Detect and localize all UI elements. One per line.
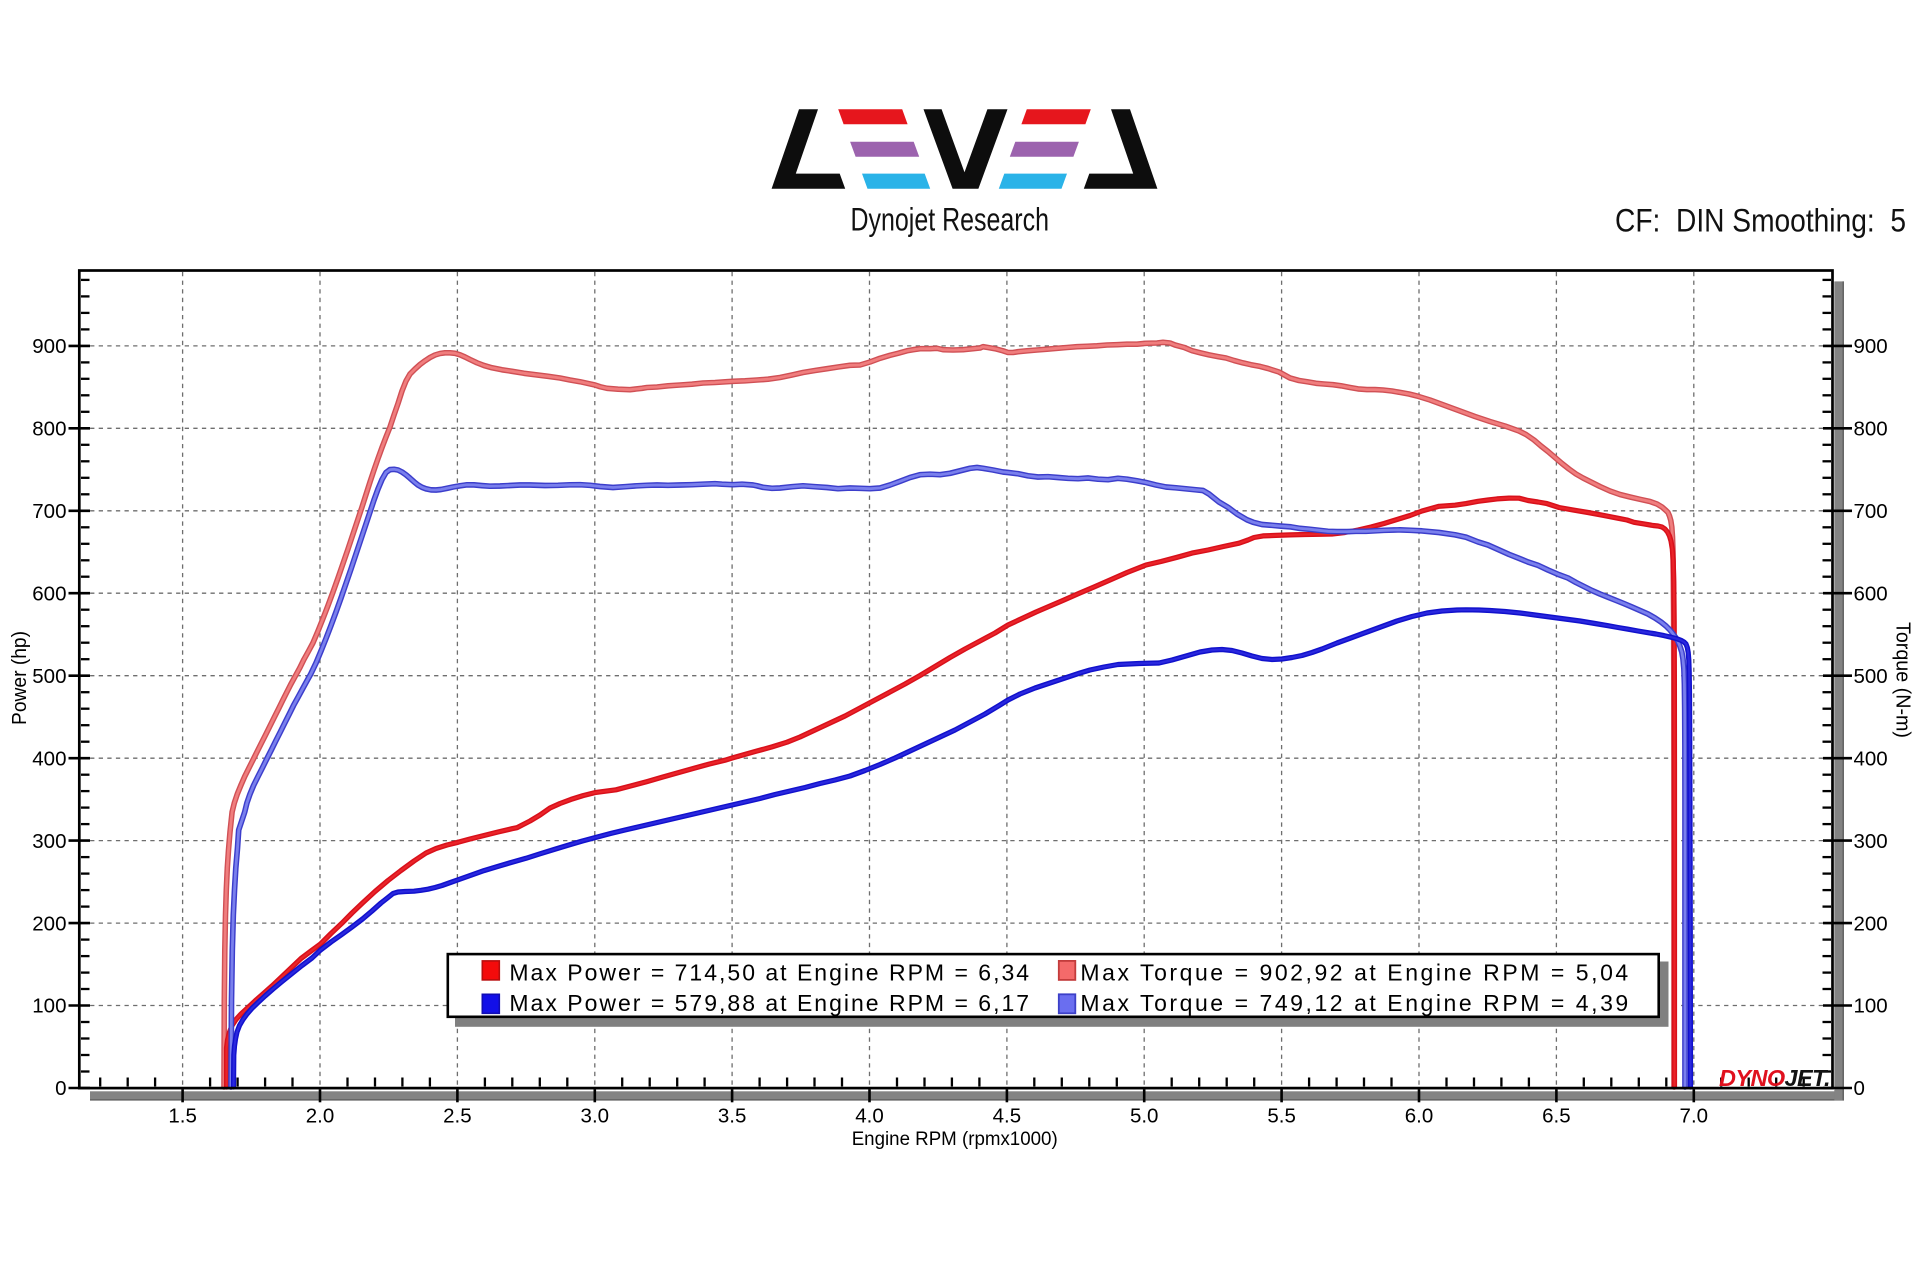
svg-text:800: 800 [32,418,66,441]
svg-text:Max Power = 714,50 at Engine R: Max Power = 714,50 at Engine RPM = 6,34 [509,960,1031,986]
svg-text:Max Torque = 749,12 at Engine: Max Torque = 749,12 at Engine RPM = 4,39 [1080,990,1630,1016]
svg-text:700: 700 [32,500,66,523]
svg-text:Engine RPM (rpmx1000): Engine RPM (rpmx1000) [852,1128,1058,1150]
svg-text:0: 0 [1854,1077,1865,1100]
svg-text:100: 100 [1854,995,1888,1018]
svg-text:800: 800 [1854,418,1888,441]
svg-text:300: 300 [1854,830,1888,853]
svg-text:900: 900 [32,335,66,358]
svg-text:5.5: 5.5 [1267,1105,1296,1128]
svg-text:Dynojet Research: Dynojet Research [851,201,1050,237]
svg-text:200: 200 [1854,912,1888,935]
svg-text:Max Torque = 902,92 at Engine: Max Torque = 902,92 at Engine RPM = 5,04 [1080,960,1630,986]
svg-text:100: 100 [32,995,66,1018]
svg-text:7.0: 7.0 [1680,1105,1709,1128]
svg-text:4.5: 4.5 [993,1105,1022,1128]
svg-text:3.5: 3.5 [718,1105,747,1128]
svg-text:600: 600 [1854,582,1888,605]
svg-text:5.0: 5.0 [1130,1105,1159,1128]
svg-text:Power (hp): Power (hp) [8,631,31,725]
svg-text:400: 400 [32,747,66,770]
svg-text:CF: DIN Smoothing: 5: CF: DIN Smoothing: 5 [1615,203,1906,239]
svg-text:DYNOJET.: DYNOJET. [1719,1065,1830,1091]
svg-text:200: 200 [32,912,66,935]
svg-text:Max Power = 579,88 at Engine R: Max Power = 579,88 at Engine RPM = 6,17 [509,990,1031,1016]
svg-text:Torque (N-m): Torque (N-m) [1892,622,1915,738]
svg-text:0: 0 [55,1077,66,1100]
svg-text:1.5: 1.5 [168,1105,197,1128]
svg-text:2.0: 2.0 [306,1105,335,1128]
svg-text:600: 600 [32,582,66,605]
svg-text:3.0: 3.0 [581,1105,610,1128]
svg-text:300: 300 [32,830,66,853]
svg-text:6.5: 6.5 [1542,1105,1571,1128]
svg-text:700: 700 [1854,500,1888,523]
svg-text:4.0: 4.0 [855,1105,884,1128]
svg-text:6.0: 6.0 [1405,1105,1434,1128]
svg-text:2.5: 2.5 [443,1105,472,1128]
svg-text:400: 400 [1854,747,1888,770]
svg-text:500: 500 [32,665,66,688]
svg-text:500: 500 [1854,665,1888,688]
svg-text:900: 900 [1854,335,1888,358]
